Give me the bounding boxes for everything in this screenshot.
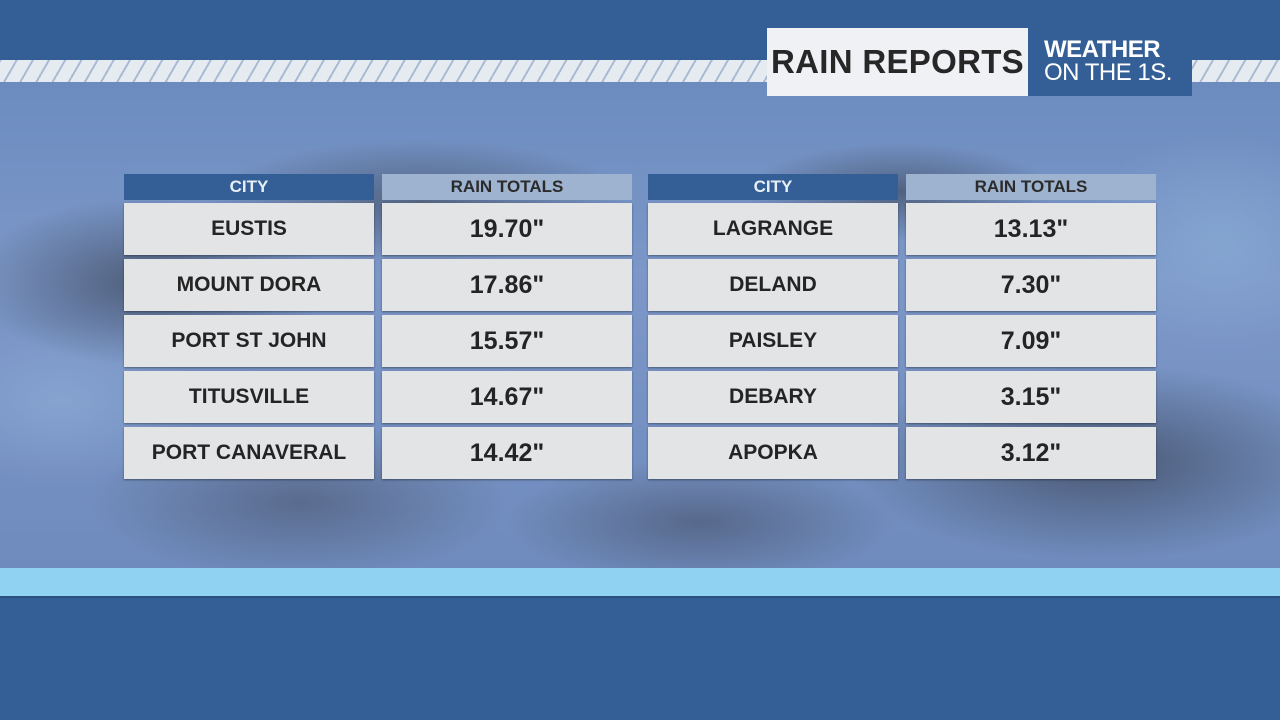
rain-total-cell: 17.86"	[382, 259, 632, 311]
rain-total-cell: 3.15"	[906, 371, 1156, 423]
column-header-city: CITY	[124, 174, 374, 200]
rain-table-left: CITY RAIN TOTALS EUSTIS 19.70" MOUNT DOR…	[124, 174, 632, 479]
city-cell: APOPKA	[648, 427, 898, 479]
rain-total-cell: 14.42"	[382, 427, 632, 479]
table-row: PAISLEY 7.09"	[648, 315, 1156, 367]
logo-line-1: WEATHER	[1044, 36, 1161, 63]
city-cell: LAGRANGE	[648, 203, 898, 255]
table-row: PORT ST JOHN 15.57"	[124, 315, 632, 367]
lower-third-band	[0, 596, 1280, 720]
city-cell: DEBARY	[648, 371, 898, 423]
column-header-rain-totals: RAIN TOTALS	[382, 174, 632, 200]
city-cell: PORT CANAVERAL	[124, 427, 374, 479]
rain-total-cell: 7.09"	[906, 315, 1156, 367]
rain-total-cell: 15.57"	[382, 315, 632, 367]
accent-band	[0, 568, 1280, 596]
city-cell: DELAND	[648, 259, 898, 311]
logo-line-2: ON THE 1S.	[1044, 59, 1172, 86]
rain-total-cell: 14.67"	[382, 371, 632, 423]
weather-on-the-1s-logo: WEATHER ON THE 1S.	[1028, 28, 1192, 96]
table-row: APOPKA 3.12"	[648, 427, 1156, 479]
rain-total-cell: 19.70"	[382, 203, 632, 255]
table-row: PORT CANAVERAL 14.42"	[124, 427, 632, 479]
city-cell: MOUNT DORA	[124, 259, 374, 311]
column-header-rain-totals: RAIN TOTALS	[906, 174, 1156, 200]
table-row: DELAND 7.30"	[648, 259, 1156, 311]
table-row: MOUNT DORA 17.86"	[124, 259, 632, 311]
city-cell: PAISLEY	[648, 315, 898, 367]
table-row: EUSTIS 19.70"	[124, 203, 632, 255]
table-row: LAGRANGE 13.13"	[648, 203, 1156, 255]
city-cell: EUSTIS	[124, 203, 374, 255]
rain-table-right: CITY RAIN TOTALS LAGRANGE 13.13" DELAND …	[648, 174, 1156, 479]
rain-total-cell: 13.13"	[906, 203, 1156, 255]
page-title: RAIN REPORTS	[771, 43, 1024, 80]
table-header: CITY RAIN TOTALS	[124, 174, 632, 200]
table-row: TITUSVILLE 14.67"	[124, 371, 632, 423]
column-header-city: CITY	[648, 174, 898, 200]
city-cell: TITUSVILLE	[124, 371, 374, 423]
rain-total-cell: 3.12"	[906, 427, 1156, 479]
table-row: DEBARY 3.15"	[648, 371, 1156, 423]
city-cell: PORT ST JOHN	[124, 315, 374, 367]
table-header: CITY RAIN TOTALS	[648, 174, 1156, 200]
rain-total-cell: 7.30"	[906, 259, 1156, 311]
title-box: RAIN REPORTS	[767, 28, 1028, 96]
